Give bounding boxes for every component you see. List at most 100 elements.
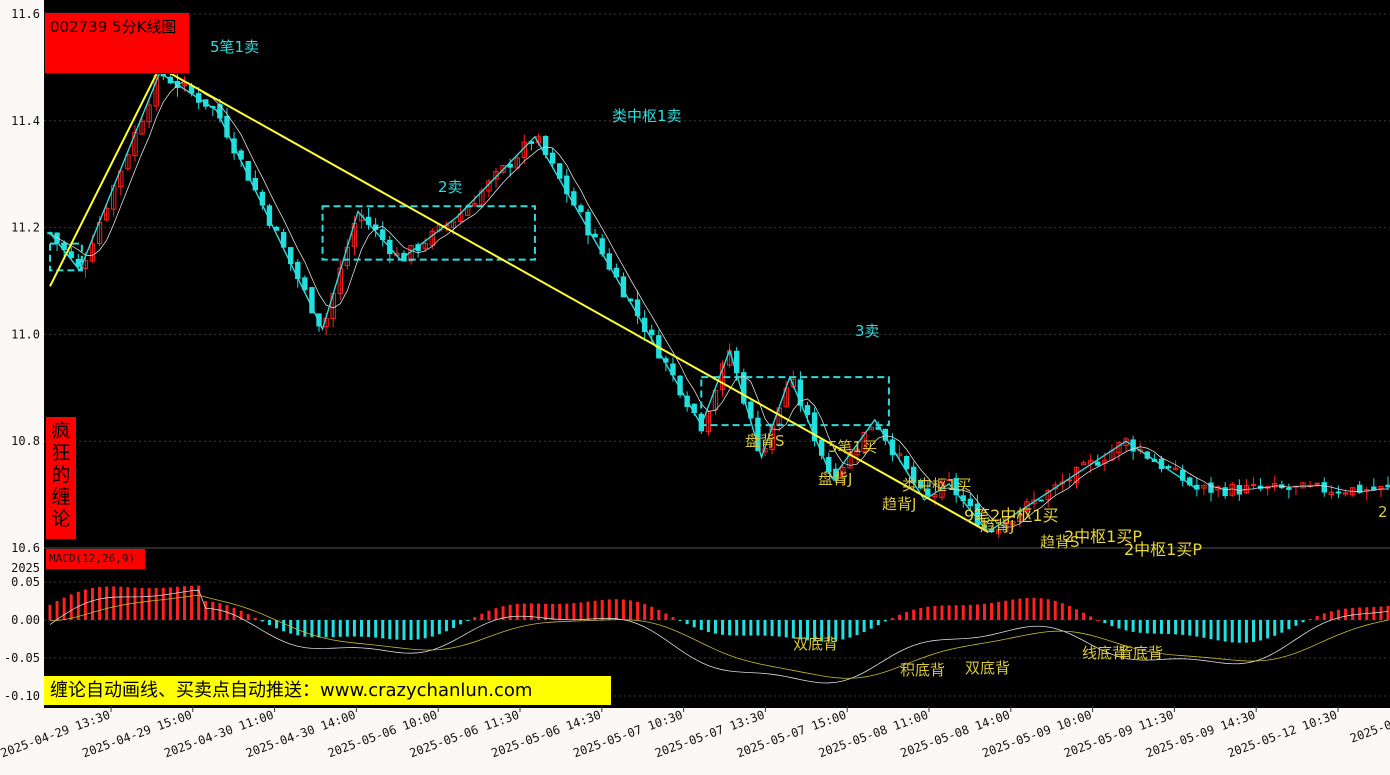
y-axis: 11.6 11.4 11.2 11.0 10.8 10.6 0.05 0.00 -0.05 -0.… [4,7,40,703]
chart-panel-background [44,0,1390,708]
macd-histogram-bar [841,620,845,640]
candle-body [1250,484,1257,487]
candle-body [422,243,428,249]
macd-histogram-bar [76,591,80,620]
signal-annotation: 2 [1378,503,1388,521]
macd-histogram-bar [1174,620,1178,635]
candle-body [1385,484,1390,488]
macd-histogram-bar [997,601,1001,620]
y-tick-label: 10.6 [11,541,40,555]
zhongshu-box [700,376,890,427]
macd-histogram-bar [650,606,654,620]
macd-dea-line [49,594,1389,679]
candle-body [1024,501,1030,512]
macd-histogram-bar [706,620,710,633]
macd-histogram-bar [742,620,746,636]
candle-body [1165,466,1172,469]
candle-body [1031,499,1037,505]
zhongshu-box [49,242,83,272]
macd-histogram-bar [487,610,491,620]
macd-histogram-bar [572,603,576,620]
macd-histogram-bar [643,604,647,620]
candle-body [557,163,563,179]
macd-histogram-bar [338,620,342,637]
macd-histogram-bar [869,620,873,629]
candle-body [139,120,145,135]
macd-histogram-bar [1004,600,1008,620]
macd-histogram-bar [1131,620,1135,632]
promo-banner[interactable]: 缠论自动画线、买卖点自动推送：www.crazychanlun.com [44,676,611,705]
macd-histogram-bar [1273,620,1277,636]
macd-histogram-bar [1237,620,1241,643]
macd-histogram-bar [1244,620,1248,643]
macd-histogram-bar [933,605,937,620]
candle-body [755,417,761,452]
macd-histogram-bar [1322,613,1326,620]
macd-histogram-bar [161,587,165,620]
macd-histogram-bar [452,620,456,628]
side-badge-char: 狂 [51,442,71,464]
macd-histogram-bar [990,602,994,620]
macd-y-tick-label: -0.10 [4,689,40,703]
macd-histogram-bar [855,620,859,636]
y-tick-label: 10.8 [11,434,40,448]
macd-histogram-bar [267,620,271,626]
macd-histogram-bar [1181,620,1185,635]
macd-histogram-bar [133,587,137,620]
candle-body [1017,512,1023,522]
macd-histogram-bar [154,588,158,620]
candle-body [840,466,846,479]
macd-histogram-bar [1223,620,1227,642]
macd-histogram-bar [310,620,314,638]
macd-histogram-bar [1386,605,1390,620]
macd-histogram-bar [947,605,951,620]
macd-histogram-bar [1067,606,1071,620]
macd-histogram-bar [423,620,427,639]
macd-histogram-bar [105,586,109,620]
candle-body [918,480,924,489]
macd-histogram-bar [954,605,958,620]
macd-histogram-bar [1336,609,1340,620]
y-axis-fragment-label: 2025 [11,561,40,575]
macd-histogram-bar [1230,620,1234,643]
macd-histogram-bar [282,620,286,632]
candle-body [507,163,513,168]
macd-histogram-bar [430,620,434,637]
macd-histogram-bar [579,602,583,620]
macd-histogram-bar [416,620,420,640]
moving-average-lines [49,80,1389,528]
macd-histogram-bar [402,620,406,640]
candle-body [946,479,952,482]
macd-histogram-bar [735,620,739,636]
macd-histogram-bar [699,620,703,630]
candle-body [1201,484,1207,489]
candle-body [995,529,1002,534]
candle-body [1236,485,1243,495]
macd-histogram-bar [1329,611,1333,620]
macd-histogram-bar [1351,607,1355,620]
macd-histogram-bar [1209,620,1213,640]
macd-histogram-bar [848,620,852,638]
macd-histogram-bar [1372,606,1376,620]
grid [44,13,1390,697]
macd-histogram-bar [1110,620,1114,627]
candle-body [238,150,244,160]
macd-histogram-bar [791,620,795,639]
macd-y-tick-label: 0.00 [11,613,40,627]
candle-body [1038,499,1044,502]
candle-body [585,211,591,236]
macd-histogram-bar [940,605,944,620]
candle-body [1045,490,1051,501]
macd-histogram-bar [374,620,378,638]
y-tick-label: 11.0 [11,327,40,341]
candle-body [854,448,860,456]
chart-title: 002739 5分K线图 [50,18,177,36]
macd-histogram-bar [1103,620,1107,624]
macd-histogram-bar [1046,599,1050,620]
macd-histogram-bar [1287,620,1291,630]
macd-dif-line [49,589,1389,684]
macd-y-tick-label: -0.05 [4,651,40,665]
macd-annotation: 双底背 [793,635,838,653]
